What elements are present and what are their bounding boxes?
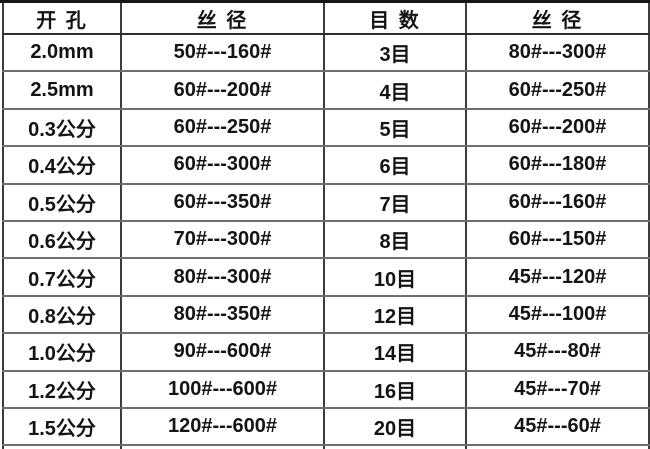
table-cell: 60#---150#: [465, 219, 650, 260]
table-cell: 60#---250#: [465, 70, 650, 110]
table-row: 1.5公分 120#---600# 20目 45#---60#: [2, 406, 650, 447]
table-cell: 0.6公分: [2, 219, 122, 260]
table-cell: 6目: [323, 145, 467, 185]
table-cell: 45#---80#: [465, 332, 650, 372]
table-cell: 45#---60#: [465, 406, 650, 447]
table-body: 2.0mm 50#---160# 3目 80#---300# 2.5mm 60#---20…: [2, 32, 650, 447]
table-row: 0.8公分 80#---350# 12目 45#---100#: [2, 294, 650, 335]
table-cell: 20目: [323, 406, 467, 447]
table-cell: 60#---300#: [120, 145, 325, 185]
column-header-mesh-count: 目 数: [323, 3, 467, 35]
table-cell: 3目: [323, 32, 467, 73]
table-cell: 0.7公分: [2, 257, 122, 297]
table-cell: 10目: [323, 257, 467, 297]
table-cell: 0.4公分: [2, 145, 122, 185]
table-cell: 120#---600#: [120, 406, 325, 447]
table-cell: 2.0mm: [2, 32, 122, 73]
table-cell: [465, 444, 650, 449]
table-row: 0.5公分 60#---350# 7目 60#---160#: [2, 182, 650, 222]
table-row: 0.3公分 60#---250# 5目 60#---200#: [2, 107, 650, 148]
table-cell: 4目: [323, 70, 467, 110]
table-cell: 100#---600#: [120, 369, 325, 409]
table-cell: 50#---160#: [120, 32, 325, 73]
table-cell: 80#---350#: [120, 294, 325, 335]
table-cell: 90#---600#: [120, 332, 325, 372]
table-cell: 8目: [323, 219, 467, 260]
table-cell: 7目: [323, 182, 467, 222]
table-cell: 12目: [323, 294, 467, 335]
table-row: 1.2公分 100#---600# 16目 45#---70#: [2, 369, 650, 409]
column-header-wire-diameter-2: 丝 径: [465, 3, 650, 35]
table-row: 0.4公分 60#---300# 6目 60#---180#: [2, 145, 650, 185]
table-cell: 60#---350#: [120, 182, 325, 222]
table-row: 2.0mm 50#---160# 3目 80#---300#: [2, 32, 650, 73]
table-cell: 1.0公分: [2, 332, 122, 372]
table-cell: 45#---100#: [465, 294, 650, 335]
table-cell: 0.3公分: [2, 107, 122, 148]
table-cell: 45#---70#: [465, 369, 650, 409]
table-row: 2.5mm 60#---200# 4目 60#---250#: [2, 70, 650, 110]
table-cell: [2, 444, 122, 449]
table-cell: 1.2公分: [2, 369, 122, 409]
partial-row-body: [2, 444, 650, 449]
table-cell: 60#---200#: [465, 107, 650, 148]
table-cell: 60#---250#: [120, 107, 325, 148]
table-cell: 80#---300#: [465, 32, 650, 73]
column-header-aperture: 开 孔: [2, 3, 122, 35]
header-row: 开 孔 丝 径 目 数 丝 径: [2, 3, 650, 35]
table-row: 0.6公分 70#---300# 8目 60#---150#: [2, 219, 650, 260]
table-cell: 1.5公分: [2, 406, 122, 447]
table-cell: [323, 444, 467, 449]
table-cell: 60#---160#: [465, 182, 650, 222]
table-cell: 60#---180#: [465, 145, 650, 185]
table-cell: 70#---300#: [120, 219, 325, 260]
table-row: 0.7公分 80#---300# 10目 45#---120#: [2, 257, 650, 297]
table-row: 1.0公分 90#---600# 14目 45#---80#: [2, 332, 650, 372]
mesh-spec-table: 开 孔 丝 径 目 数 丝 径 2.0mm 50#---160# 3目 80#---3…: [2, 3, 650, 449]
table-cell: 60#---200#: [120, 70, 325, 110]
table-header: 开 孔 丝 径 目 数 丝 径: [2, 3, 650, 35]
table-cell: 45#---120#: [465, 257, 650, 297]
table-cell: 14目: [323, 332, 467, 372]
table-cell: 0.5公分: [2, 182, 122, 222]
table-cell: 16目: [323, 369, 467, 409]
table-cell: 5目: [323, 107, 467, 148]
table-cell: 80#---300#: [120, 257, 325, 297]
table-cell: 2.5mm: [2, 70, 122, 110]
column-header-wire-diameter-1: 丝 径: [120, 3, 325, 35]
partial-table-row: [2, 444, 650, 449]
table-cell: 0.8公分: [2, 294, 122, 335]
table-cell: [120, 444, 325, 449]
